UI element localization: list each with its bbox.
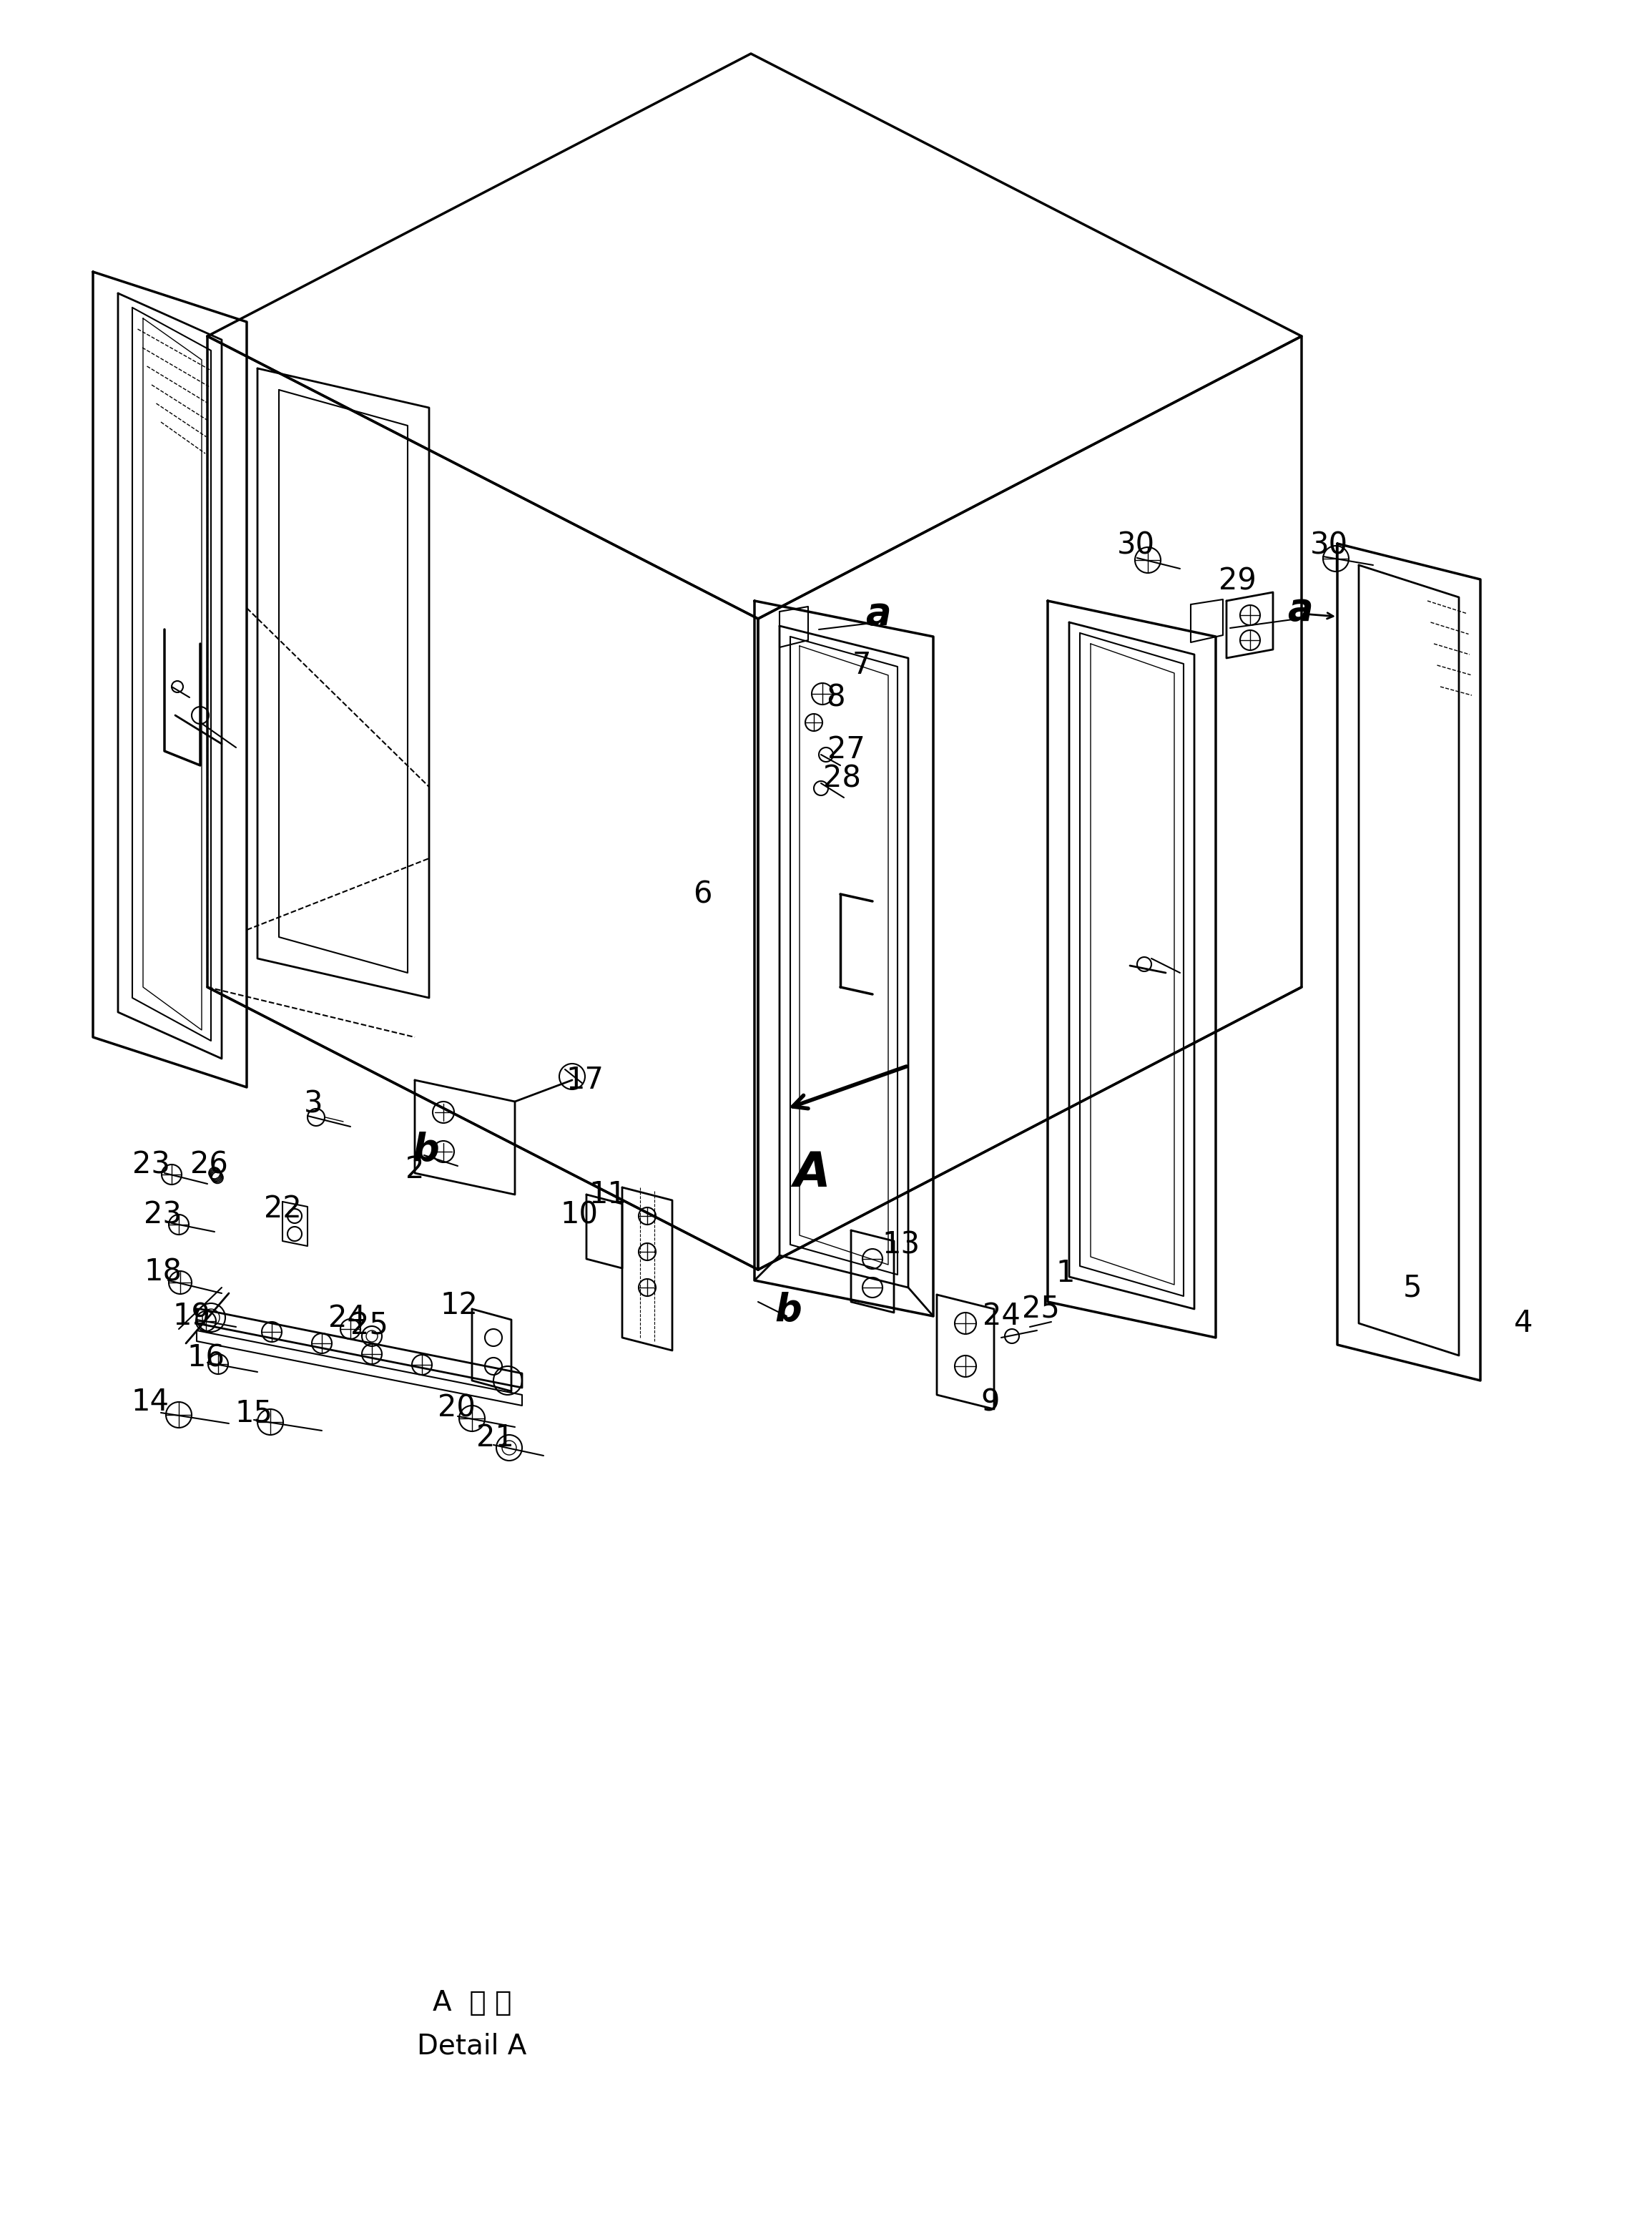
Text: 24: 24 xyxy=(329,1304,365,1333)
Text: 4: 4 xyxy=(1513,1308,1533,1339)
Text: 29: 29 xyxy=(1219,566,1256,595)
Text: 12: 12 xyxy=(439,1290,477,1321)
Text: 6: 6 xyxy=(692,880,712,908)
Text: 30: 30 xyxy=(1117,531,1155,560)
Text: 17: 17 xyxy=(567,1066,605,1095)
Text: 23: 23 xyxy=(132,1150,170,1179)
Text: b: b xyxy=(411,1133,439,1168)
Text: 22: 22 xyxy=(264,1195,301,1224)
Text: 21: 21 xyxy=(476,1424,514,1453)
Text: 3: 3 xyxy=(304,1088,322,1119)
Text: 20: 20 xyxy=(438,1393,476,1424)
Text: A  詳 細: A 詳 細 xyxy=(433,1990,512,2017)
Text: 26: 26 xyxy=(190,1150,228,1179)
Text: 24: 24 xyxy=(983,1302,1021,1330)
Text: 7: 7 xyxy=(852,651,871,680)
Text: 25: 25 xyxy=(350,1310,388,1341)
Text: b: b xyxy=(775,1293,801,1328)
Text: Detail A: Detail A xyxy=(418,2032,527,2059)
Text: 11: 11 xyxy=(588,1179,626,1210)
Text: A: A xyxy=(793,1150,831,1197)
Text: 28: 28 xyxy=(823,764,861,793)
Text: 18: 18 xyxy=(144,1257,182,1286)
Text: 9: 9 xyxy=(981,1386,999,1417)
Text: 13: 13 xyxy=(882,1230,920,1259)
Text: 25: 25 xyxy=(1021,1295,1059,1324)
Text: 16: 16 xyxy=(187,1344,225,1373)
Text: 15: 15 xyxy=(235,1397,273,1428)
Text: 2: 2 xyxy=(405,1155,425,1184)
Text: 5: 5 xyxy=(1403,1273,1422,1302)
Text: a: a xyxy=(1287,591,1313,629)
Text: 19: 19 xyxy=(173,1302,210,1330)
Text: 27: 27 xyxy=(828,735,866,764)
Text: 14: 14 xyxy=(131,1386,169,1417)
Text: 30: 30 xyxy=(1310,531,1348,560)
Text: 1: 1 xyxy=(1056,1259,1075,1288)
Text: a: a xyxy=(866,595,890,633)
Text: 10: 10 xyxy=(560,1199,598,1230)
Text: 8: 8 xyxy=(826,682,844,713)
Text: 23: 23 xyxy=(144,1199,182,1230)
